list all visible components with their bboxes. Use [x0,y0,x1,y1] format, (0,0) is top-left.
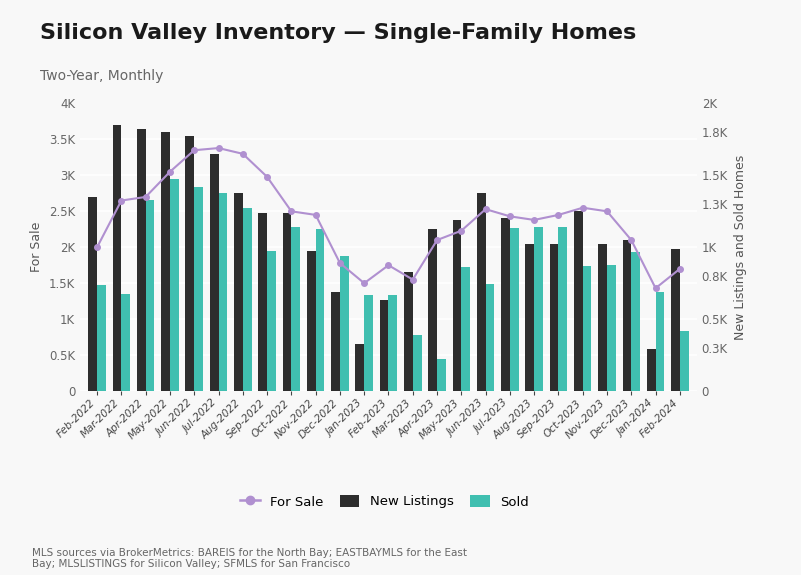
Bar [340,256,348,391]
For Sale [650,285,660,292]
For Sale [92,244,102,251]
Bar [243,208,252,391]
Line: For Sale: For Sale [95,145,682,291]
Bar [510,228,518,391]
For Sale [481,206,490,213]
Bar [404,272,413,391]
Bar [113,125,122,391]
Bar [122,294,130,391]
Bar [161,132,170,391]
Bar [219,193,227,391]
Text: Silicon Valley Inventory — Single-Family Homes: Silicon Valley Inventory — Single-Family… [40,23,636,43]
For Sale [262,174,272,181]
For Sale [165,168,175,175]
For Sale [214,144,223,151]
Bar [655,292,664,391]
Bar [671,248,680,391]
Bar [461,267,470,391]
Bar [534,227,543,391]
Bar [137,129,146,391]
Bar [501,218,510,391]
Bar [647,349,655,391]
Bar [583,266,591,391]
Bar [607,264,616,391]
Bar [88,197,97,391]
Text: Two-Year, Monthly: Two-Year, Monthly [40,69,163,83]
Bar [146,200,155,391]
Bar [292,227,300,391]
Text: MLS sources via BrokerMetrics: BAREIS for the North Bay; EASTBAYMLS for the East: MLS sources via BrokerMetrics: BAREIS fo… [32,547,467,569]
For Sale [578,204,588,211]
Bar [549,244,558,391]
Legend: For Sale, New Listings, Sold: For Sale, New Listings, Sold [235,490,534,514]
For Sale [626,237,636,244]
Bar [170,179,179,391]
Bar [598,244,607,391]
Bar [525,244,534,391]
Bar [259,213,267,391]
For Sale [189,147,199,154]
Bar [437,359,446,391]
For Sale [675,266,685,273]
For Sale [602,208,612,214]
For Sale [238,150,248,157]
Bar [429,229,437,391]
For Sale [384,262,393,269]
For Sale [433,237,442,244]
Bar [558,227,567,391]
Bar [186,136,194,391]
Y-axis label: For Sale: For Sale [30,222,43,273]
Bar [631,252,640,391]
Bar [194,187,203,391]
For Sale [117,197,127,204]
Bar [380,300,388,391]
Bar [453,220,461,391]
Bar [485,284,494,391]
Y-axis label: New Listings and Sold Homes: New Listings and Sold Homes [734,155,747,340]
For Sale [311,212,320,218]
Bar [477,193,485,391]
For Sale [529,216,539,223]
For Sale [505,213,515,220]
Bar [413,335,421,391]
For Sale [360,279,369,286]
Bar [388,294,397,391]
Bar [622,240,631,391]
Bar [234,193,243,391]
Bar [316,228,324,391]
For Sale [287,208,296,214]
Bar [680,331,689,391]
Bar [356,344,364,391]
Bar [331,292,340,391]
Bar [364,294,373,391]
For Sale [553,212,563,218]
Bar [267,251,276,391]
Bar [574,211,583,391]
Bar [307,251,316,391]
For Sale [335,260,344,267]
For Sale [457,227,466,234]
For Sale [141,193,151,201]
Bar [283,213,292,391]
Bar [210,154,219,391]
Bar [97,285,106,391]
For Sale [408,276,417,283]
